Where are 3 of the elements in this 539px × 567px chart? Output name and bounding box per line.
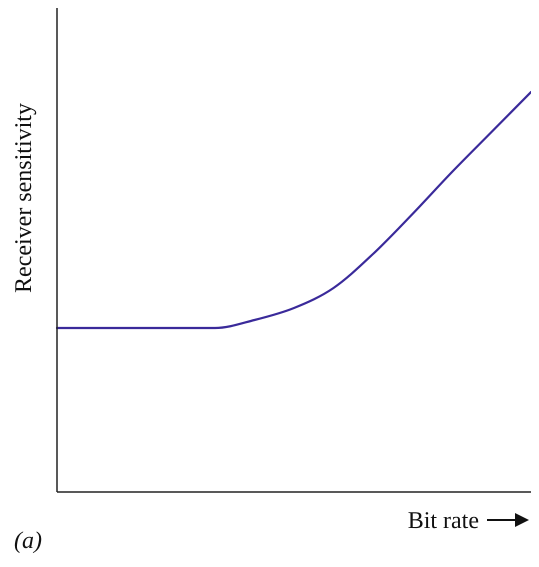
text: (a) (14, 528, 42, 555)
x-axis-title: Bit rate (408, 508, 479, 534)
y-axis-title: Receiver sensitivity (11, 103, 37, 293)
